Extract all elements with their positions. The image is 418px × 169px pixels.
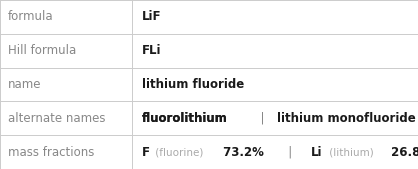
- Text: fluorolithium: fluorolithium: [142, 112, 228, 125]
- Text: FLi: FLi: [142, 44, 162, 57]
- Text: |: |: [253, 112, 272, 125]
- Text: formula: formula: [8, 10, 53, 23]
- Text: alternate names: alternate names: [8, 112, 105, 125]
- Text: 26.8%: 26.8%: [387, 146, 418, 159]
- Text: Hill formula: Hill formula: [8, 44, 76, 57]
- Text: F: F: [142, 146, 150, 159]
- Text: name: name: [8, 78, 41, 91]
- Text: lithium monofluoride: lithium monofluoride: [277, 112, 416, 125]
- Text: (lithium): (lithium): [326, 147, 373, 157]
- Text: LiF: LiF: [142, 10, 162, 23]
- Text: mass fractions: mass fractions: [8, 146, 94, 159]
- Text: lithium fluoride: lithium fluoride: [142, 78, 245, 91]
- Text: (fluorine): (fluorine): [153, 147, 204, 157]
- Text: Li: Li: [311, 146, 322, 159]
- Text: fluorolithium: fluorolithium: [142, 112, 228, 125]
- Text: 73.2%: 73.2%: [219, 146, 264, 159]
- Text: |: |: [277, 146, 303, 159]
